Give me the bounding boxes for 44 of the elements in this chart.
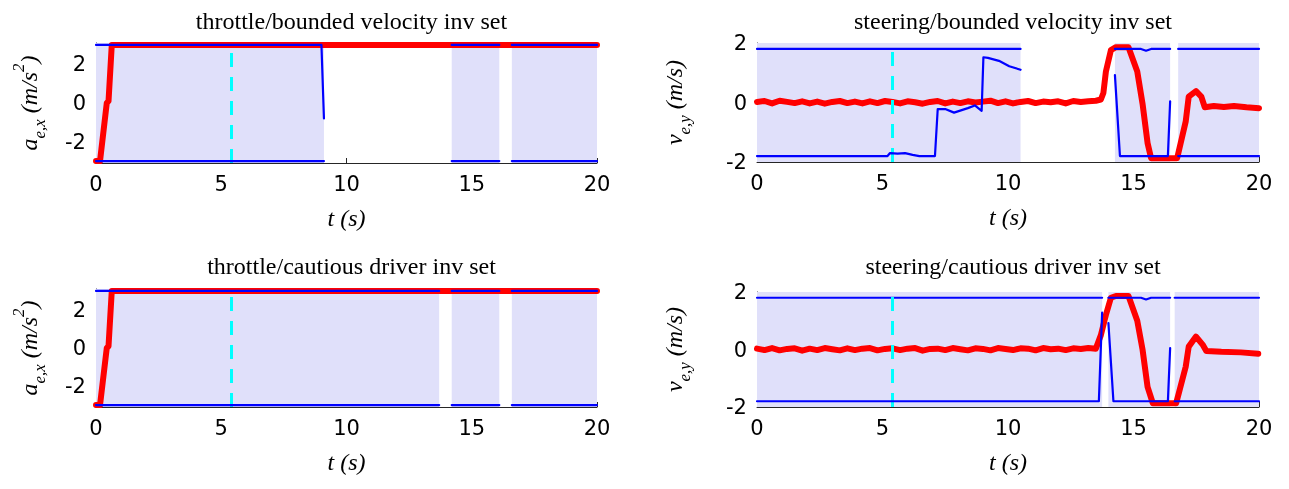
- y-tick-label: 2: [733, 31, 747, 55]
- x-tick-label: 0: [750, 170, 764, 195]
- y-axis-title: ae,x (m/s2): [8, 55, 49, 151]
- y-tick-label: 0: [733, 90, 747, 115]
- y-axis-title: ve,y (m/s): [660, 59, 694, 146]
- x-tick-label: 5: [214, 171, 228, 196]
- x-axis-title: t (s): [989, 449, 1027, 476]
- x-tick-label: 20: [1245, 170, 1273, 195]
- y-tick-label: -2: [65, 374, 86, 399]
- chart-title: steering/bounded velocity inv set: [854, 8, 1173, 34]
- x-tick-label: 15: [1120, 415, 1147, 440]
- y-axis-title: ae,x (m/s2): [8, 300, 49, 396]
- x-tick-label: 15: [458, 171, 486, 196]
- x-axis-title: t (s): [327, 449, 366, 476]
- x-axis-title: t (s): [327, 205, 366, 232]
- x-tick-label: 10: [994, 415, 1022, 440]
- y-tick-label: -2: [726, 395, 747, 419]
- chart-title: steering/cautious driver inv set: [865, 253, 1161, 279]
- y-tick-label: -2: [726, 150, 747, 174]
- x-tick-label: 0: [89, 171, 103, 196]
- x-tick-label: 15: [1120, 170, 1147, 195]
- x-tick-label: 5: [214, 415, 228, 440]
- y-tick-label: 2: [733, 280, 747, 304]
- x-tick-label: 10: [333, 171, 360, 196]
- y-axis-title: ve,y (m/s): [660, 306, 694, 393]
- x-axis-title: t (s): [989, 204, 1027, 231]
- x-tick-label: 0: [750, 415, 764, 440]
- chart-title: throttle/cautious driver inv set: [207, 253, 497, 279]
- y-tick-label: 2: [72, 297, 86, 322]
- chart-title: throttle/bounded velocity inv set: [195, 8, 508, 34]
- y-tick-label: 2: [72, 52, 86, 77]
- x-tick-label: 20: [583, 415, 611, 440]
- x-tick-label: 15: [458, 415, 486, 440]
- x-tick-label: 20: [583, 171, 611, 196]
- x-tick-label: 5: [875, 415, 890, 440]
- y-tick-label: 0: [733, 337, 747, 362]
- x-tick-label: 20: [1245, 415, 1273, 440]
- x-tick-label: 10: [333, 415, 360, 440]
- x-tick-label: 5: [875, 170, 890, 195]
- y-tick-label: 0: [72, 91, 86, 115]
- x-tick-label: 10: [994, 170, 1022, 195]
- x-tick-label: 0: [89, 415, 103, 440]
- y-tick-label: -2: [65, 129, 86, 154]
- y-tick-label: 0: [72, 336, 86, 360]
